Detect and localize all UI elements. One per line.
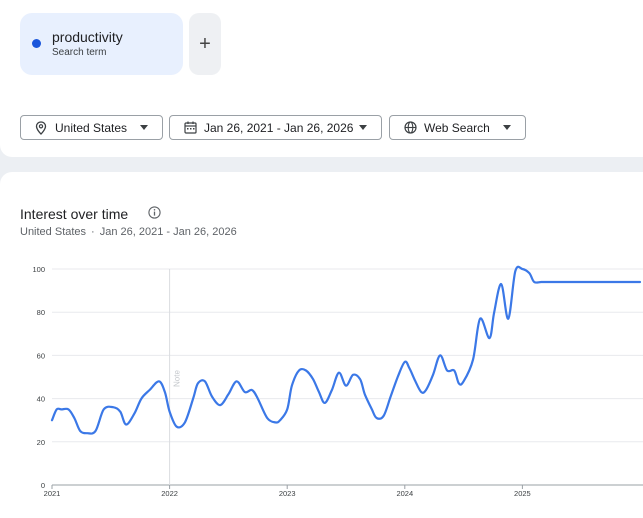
interest-over-time-card: Interest over time United States · Jan 26,… (0, 172, 643, 518)
calendar-icon (183, 121, 197, 135)
note-label: Note (173, 370, 182, 387)
search-terms-panel: productivity Search term + United States… (0, 0, 643, 157)
search-property-filter-label: Web Search (424, 120, 490, 135)
info-icon[interactable] (148, 206, 161, 219)
location-filter-label: United States (55, 120, 128, 135)
y-tick-label: 40 (37, 395, 45, 404)
chart-subtitle: United States · Jan 26, 2021 - Jan 26, 202… (20, 226, 237, 238)
y-tick-label: 20 (37, 438, 45, 447)
location-filter-dropdown[interactable]: United States (20, 115, 163, 140)
chart-subtitle-separator: · (91, 226, 95, 238)
y-tick-label: 100 (32, 265, 45, 274)
chart-subtitle-location: United States (20, 226, 87, 238)
x-tick-label: 2021 (44, 489, 61, 498)
x-tick-label: 2024 (396, 489, 413, 498)
search-property-filter-dropdown[interactable]: Web Search (389, 115, 526, 140)
search-term-name: productivity (52, 29, 123, 45)
chart-subtitle-range: Jan 26, 2021 - Jan 26, 2026 (99, 226, 237, 238)
x-tick-label: 2023 (279, 489, 296, 498)
y-tick-label: 80 (37, 308, 45, 317)
date-range-filter-dropdown[interactable]: Jan 26, 2021 - Jan 26, 2026 (169, 115, 382, 140)
series-line (50, 265, 642, 435)
add-comparison-button[interactable]: + (189, 13, 221, 75)
y-tick-label: 0 (41, 481, 45, 490)
chevron-down-icon (503, 125, 511, 130)
date-range-filter-label: Jan 26, 2021 - Jan 26, 2026 (204, 120, 354, 135)
chevron-down-icon (140, 125, 148, 130)
y-tick-label: 60 (37, 351, 45, 360)
search-term-chip[interactable]: productivity Search term (20, 13, 183, 75)
location-pin-icon (34, 120, 48, 135)
chevron-down-icon (359, 125, 367, 130)
x-tick-label: 2022 (161, 489, 178, 498)
interest-line-chart[interactable]: 0 20 40 60 80 100 Note 2021 2022 2023 2024 2025 (0, 172, 643, 518)
search-term-subtitle: Search term (52, 47, 107, 58)
globe-icon (403, 121, 417, 135)
series-color-dot (32, 39, 41, 48)
chart-title: Interest over time (20, 206, 129, 222)
x-tick-label: 2025 (514, 489, 531, 498)
